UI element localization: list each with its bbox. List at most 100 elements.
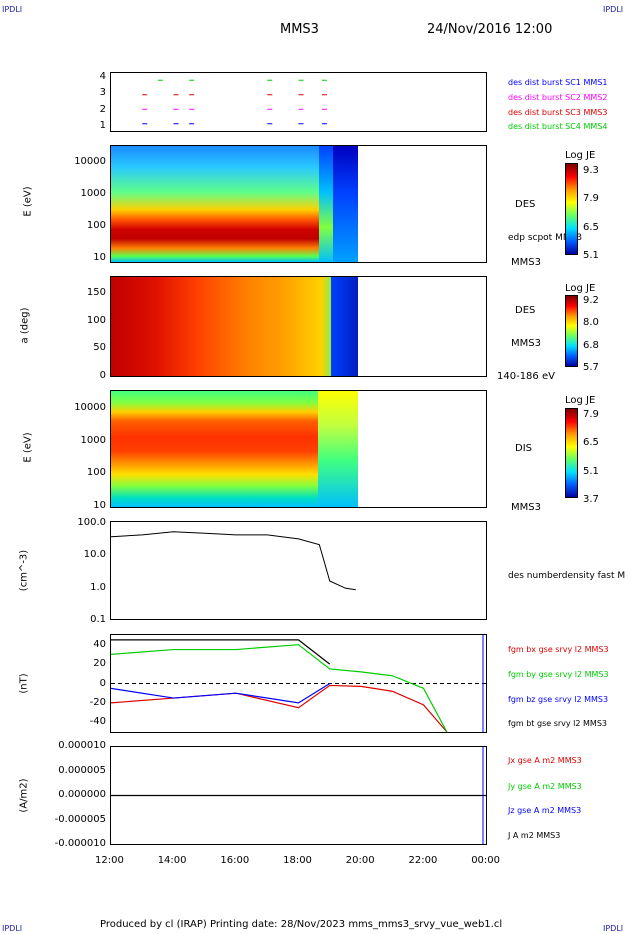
des-pitch-side-label: DES: [515, 305, 536, 316]
corner-label-bl: IPDLI: [2, 924, 23, 933]
footer-credit: Produced by cl (IRAP) Printing date: 28/…: [100, 919, 503, 930]
ytick-panel3: 50: [93, 342, 106, 354]
panel-bfield: [110, 634, 487, 733]
current-plot: [111, 747, 486, 844]
des-pitch-ylabel: a (deg): [19, 307, 31, 344]
ytick-panel2: 1000: [80, 188, 106, 199]
des-energy-ylabel: E (eV): [22, 186, 34, 217]
cbar1-title: Log JE: [565, 150, 596, 161]
ytick-panel5: 100.0: [77, 517, 106, 528]
ytick-panel1: 3: [99, 87, 106, 99]
time-tick: 18:00: [283, 855, 312, 866]
dis-energy-bottom-label: MMS3: [511, 502, 541, 513]
density-ylabel: (cm^-3): [18, 549, 30, 592]
ytick-panel7: 0.000005: [58, 764, 106, 776]
spacecraft-title: MMS3: [280, 22, 319, 37]
des-energy-side-label: DES: [515, 199, 536, 210]
ytick-panel2: 10: [93, 252, 106, 263]
cbar3: [565, 408, 578, 498]
series-label: des dist burst SC2 MMS2: [508, 93, 608, 102]
time-tick: 00:00: [471, 855, 501, 866]
time-tick: 16:00: [220, 855, 250, 866]
corner-label-br: IPDLI: [603, 924, 624, 933]
dis-energy-side-label: DIS: [515, 443, 532, 454]
des-pitch-tail: [331, 277, 358, 376]
cbar-tick: 7.9: [583, 193, 599, 205]
bfield-series-line: [111, 644, 448, 732]
series-label: Jy gse A m2 MMS3: [508, 782, 582, 791]
cbar-tick: 5.7: [583, 362, 599, 373]
ytick-panel4: 1000: [80, 434, 106, 446]
corner-label-tr: IPDLI: [603, 5, 624, 14]
des-pitch-spectrogram: [111, 277, 358, 376]
series-label: des dist burst SC1 MMS1: [508, 78, 608, 87]
ytick-panel3: 0: [99, 370, 106, 381]
time-tick: 14:00: [157, 855, 187, 866]
density-plot: [111, 531, 356, 591]
ytick-panel5: 0.1: [90, 614, 106, 625]
ytick-panel2: 10000: [74, 156, 106, 167]
des-energy-scpot-label: edp scpot MMS3: [508, 233, 583, 243]
ytick-panel7: 0.000000: [58, 789, 106, 800]
time-tick: 22:00: [408, 855, 438, 866]
cbar-tick: 8.0: [583, 317, 599, 329]
bfield-ylabel: (nT): [18, 673, 30, 694]
series-label: fgm by gse srvy l2 MMS3: [508, 670, 609, 679]
ytick-panel1: 4: [99, 71, 106, 82]
corner-label-tl: IPDLI: [2, 5, 23, 14]
cbar3-title: Log JE: [565, 395, 596, 406]
current-ylabel: (A/m2): [18, 778, 30, 813]
ytick-panel5: 10.0: [83, 549, 106, 561]
bfield-plot: [111, 635, 486, 732]
series-label: Jz gse A m2 MMS3: [508, 806, 582, 815]
ytick-panel4: 10000: [74, 402, 106, 413]
ytick-panel3: 150: [86, 287, 106, 298]
dis-energy-ylabel: E (eV): [22, 432, 34, 463]
des-energy-tail: [333, 146, 358, 262]
cbar1: [565, 163, 578, 255]
bfield-series-line: [111, 684, 448, 732]
cbar-tick: 3.7: [583, 494, 599, 505]
panel-des-pitch: [110, 276, 487, 377]
cbar-tick: 7.9: [583, 409, 599, 420]
ytick-panel7: 0.000010: [58, 740, 106, 751]
ytick-panel6: 0: [99, 677, 106, 689]
ytick-panel3: 100: [86, 314, 106, 326]
datetime-title: 24/Nov/2016 12:00: [427, 22, 553, 37]
density-line: [111, 531, 356, 591]
cbar-tick: 6.5: [583, 437, 599, 449]
cbar-tick: 9.2: [583, 295, 599, 306]
time-tick: 20:00: [345, 855, 375, 866]
density-series-label: des numberdensity fast M: [508, 571, 626, 581]
cbar-tick: 6.8: [583, 339, 599, 351]
ytick-panel5: 1.0: [90, 581, 106, 593]
series-label: fgm bt gse srvy l2 MMS3: [508, 719, 607, 728]
bfield-series-line: [111, 639, 331, 665]
series-label: fgm bx gse srvy l2 MMS3: [508, 645, 609, 654]
panel-dis-energy: [110, 390, 487, 508]
des-energy-bottom-label: MMS3: [511, 257, 541, 268]
panel-burst: [110, 72, 487, 132]
ytick-panel6: 40: [93, 639, 106, 650]
panel-density: [110, 521, 487, 620]
ytick-panel6: -40: [89, 716, 106, 727]
series-label: fgm bz gse srvy l2 MMS3: [508, 695, 609, 704]
ytick-panel6: -20: [89, 696, 106, 708]
des-pitch-mms3-label: MMS3: [511, 338, 541, 349]
series-label: J A m2 MMS3: [508, 831, 561, 840]
ytick-panel1: 1: [99, 120, 106, 131]
bfield-series-line: [111, 682, 331, 704]
time-tick: 12:00: [95, 855, 124, 866]
panel-des-energy: [110, 145, 487, 263]
series-label: Jx gse A m2 MMS3: [508, 756, 582, 765]
cbar2-title: Log JE: [565, 283, 596, 294]
cbar-tick: 9.3: [583, 165, 599, 176]
series-label: des dist burst SC4 MMS4: [508, 122, 608, 131]
ytick-panel4: 100: [86, 467, 106, 479]
ytick-panel2: 100: [86, 220, 106, 231]
ytick-panel4: 10: [93, 500, 106, 511]
dis-energy-tail: [318, 391, 358, 507]
dis-energy-spectrogram: [111, 391, 358, 507]
ytick-panel6: 20: [93, 658, 106, 670]
burst-plot: [142, 79, 327, 125]
